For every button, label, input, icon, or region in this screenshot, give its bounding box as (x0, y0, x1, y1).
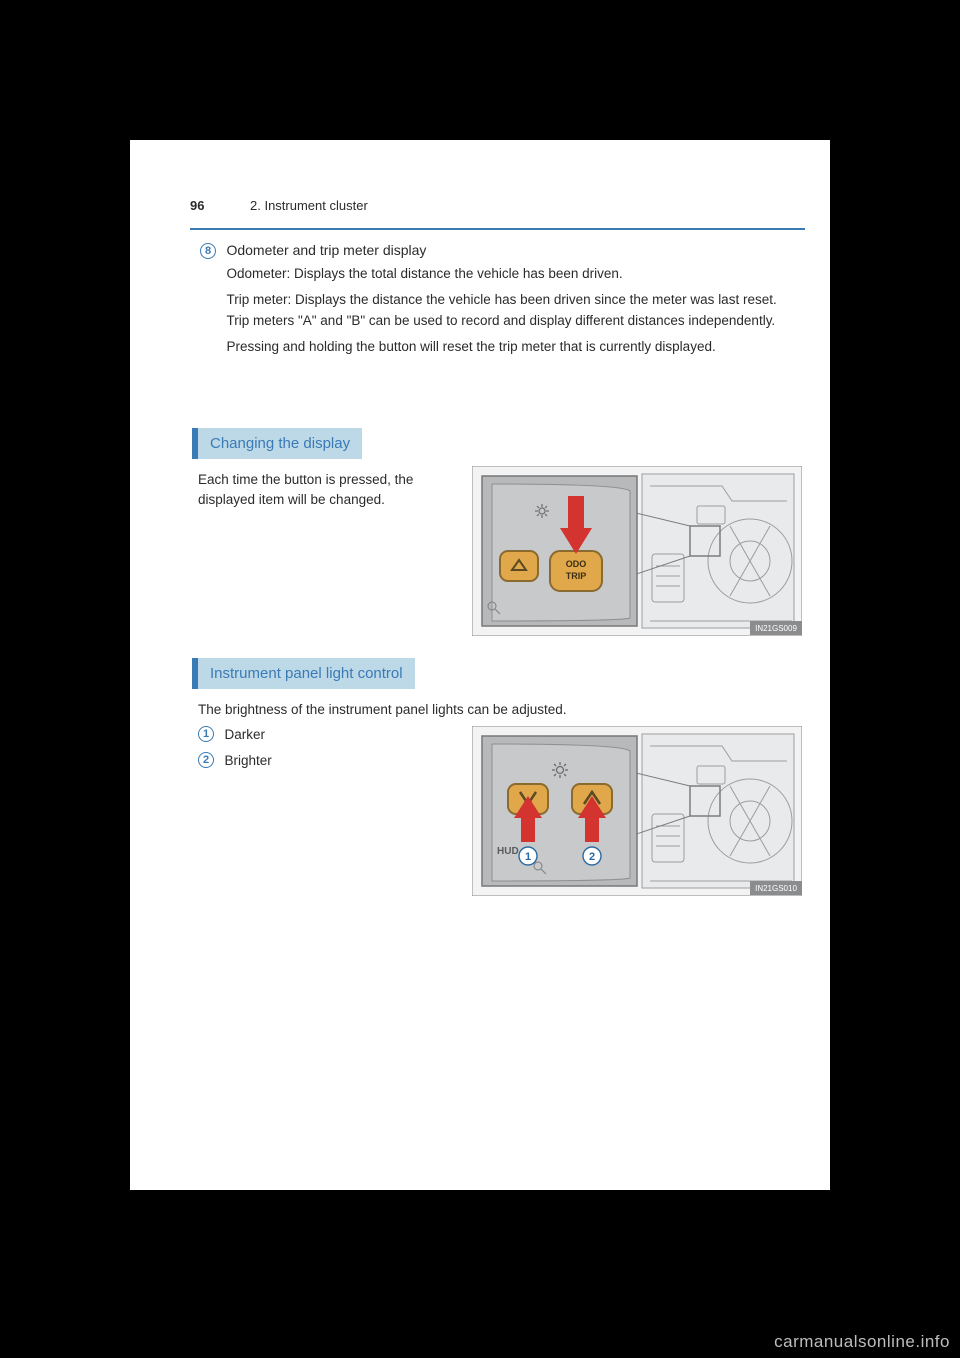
figure-odo-trip-button: ODO TRIP IN21GS009 (472, 466, 802, 636)
manual-page: 96 2. Instrument cluster 8 Odometer and … (130, 140, 830, 1190)
item-title: Odometer and trip meter display (226, 242, 791, 258)
list-item: 2 Brighter (198, 752, 448, 770)
item-paragraph-reset: Pressing and holding the button will res… (226, 337, 791, 357)
item-paragraph-tripmeter: Trip meter: Displays the distance the ve… (226, 290, 791, 331)
breadcrumb: 2. Instrument cluster (250, 198, 368, 213)
item-odometer-tripmeter: 8 Odometer and trip meter display Odomet… (200, 242, 805, 363)
svg-text:2: 2 (589, 851, 595, 863)
list-item: 1 Darker (198, 726, 448, 744)
item-paragraph-odometer: Odometer: Displays the total distance th… (226, 264, 791, 284)
svg-text:1: 1 (525, 851, 531, 863)
item-label-brighter: Brighter (224, 753, 271, 768)
svg-text:IN21GS010: IN21GS010 (755, 884, 797, 893)
item-marker-1: 1 (198, 726, 214, 742)
svg-text:IN21GS009: IN21GS009 (755, 624, 797, 633)
svg-text:ODO: ODO (566, 559, 587, 569)
page-number: 96 (190, 198, 204, 213)
header-rule (190, 228, 805, 230)
figure-brightness-buttons: HUD 1 2 IN21GS010 (472, 726, 802, 896)
section-header-light-control: Instrument panel light control (192, 658, 415, 689)
section1-description: Each time the button is pressed, the dis… (198, 470, 448, 511)
figure1-svg: ODO TRIP IN21GS009 (472, 466, 802, 636)
callout-2: 2 (583, 847, 601, 865)
section2-intro: The brightness of the instrument panel l… (198, 702, 798, 717)
callout-1: 1 (519, 847, 537, 865)
item-marker-2: 2 (198, 752, 214, 768)
watermark: carmanualsonline.info (774, 1332, 950, 1352)
item-marker-8: 8 (200, 243, 216, 259)
item-label-darker: Darker (224, 727, 265, 742)
section2-items: 1 Darker 2 Brighter (198, 726, 448, 778)
figure2-svg: HUD 1 2 IN21GS010 (472, 726, 802, 896)
svg-text:TRIP: TRIP (566, 571, 587, 581)
svg-text:HUD: HUD (497, 846, 519, 857)
section-header-changing-display: Changing the display (192, 428, 362, 459)
